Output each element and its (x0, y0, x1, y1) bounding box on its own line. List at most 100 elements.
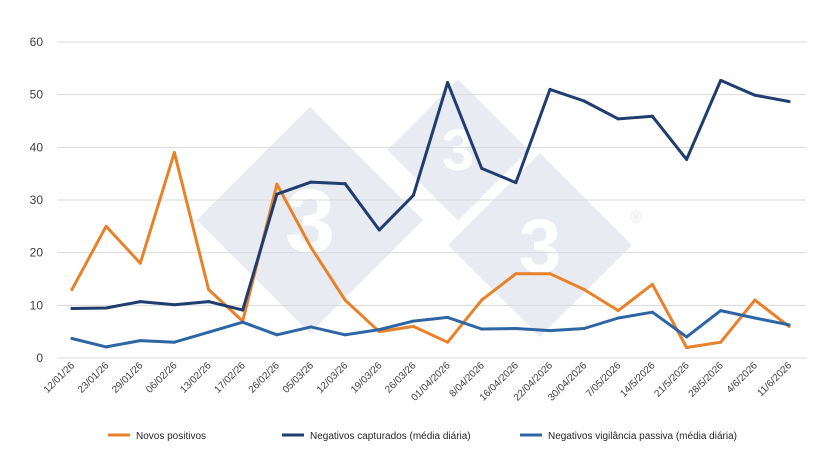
data-point (309, 325, 313, 329)
series-group (70, 309, 791, 349)
data-point (753, 316, 757, 320)
x-tick-label: 12/03/26 (315, 360, 351, 396)
data-point (70, 288, 74, 292)
registered-mark: ® (630, 209, 642, 226)
data-point (343, 298, 347, 302)
data-point (650, 310, 654, 314)
x-tick-label: 11/6/2026 (755, 360, 794, 399)
x-tick-label: 26/02/26 (247, 360, 283, 396)
y-axis: 0 10 20 30 40 50 60 (30, 35, 44, 365)
x-tick-label: 21/5/2026 (652, 360, 692, 400)
watermark-number: 3 (285, 172, 335, 272)
watermark-logo: 3 3 3 ® (196, 79, 642, 337)
series-line (70, 151, 791, 349)
y-tick-label: 40 (30, 140, 44, 154)
data-point (719, 309, 723, 313)
data-point (753, 298, 757, 302)
x-tick-label: 4/6/2026 (725, 360, 761, 396)
data-point (275, 182, 279, 186)
data-point (207, 330, 211, 334)
data-point (207, 300, 211, 304)
legend-item: Negativos vigilância passiva (média diár… (520, 431, 737, 442)
data-point (411, 193, 415, 197)
data-point (172, 151, 176, 155)
legend-item: Negativos capturados (média diária) (282, 431, 471, 442)
data-point (685, 345, 689, 349)
data-point (104, 306, 108, 310)
data-point (480, 166, 484, 170)
data-point (446, 315, 450, 319)
data-point (343, 333, 347, 337)
data-point (172, 340, 176, 344)
data-point (514, 272, 518, 276)
data-point (104, 224, 108, 228)
data-point (411, 324, 415, 328)
data-point (514, 181, 518, 185)
data-point (446, 81, 450, 85)
series (70, 78, 791, 349)
data-point (377, 328, 381, 332)
legend-label: Negativos vigilância passiva (média diár… (548, 431, 737, 442)
data-point (753, 93, 757, 97)
data-point (138, 339, 142, 343)
data-point (309, 180, 313, 184)
data-point (582, 327, 586, 331)
x-tick-label: 13/02/26 (178, 360, 214, 396)
data-point (582, 99, 586, 103)
series-line (70, 78, 791, 312)
data-point (446, 340, 450, 344)
series-group (70, 78, 791, 312)
data-point (207, 288, 211, 292)
data-point (70, 306, 74, 310)
data-point (616, 316, 620, 320)
data-point (787, 100, 791, 104)
data-point (685, 157, 689, 161)
data-point (685, 335, 689, 339)
x-tick-label: 28/5/2026 (687, 360, 727, 400)
legend-item: Novos positivos (108, 431, 206, 442)
legend: Novos positivos Negativos capturados (méd… (108, 431, 737, 442)
data-point (172, 303, 176, 307)
data-point (616, 117, 620, 121)
y-tick-label: 30 (30, 193, 44, 207)
y-tick-label: 20 (30, 246, 44, 260)
legend-label: Novos positivos (136, 431, 206, 442)
data-point (480, 327, 484, 331)
data-point (275, 333, 279, 337)
legend-label: Negativos capturados (média diária) (310, 431, 471, 442)
data-point (514, 327, 518, 331)
data-point (787, 323, 791, 327)
data-point (582, 288, 586, 292)
series-line (70, 309, 791, 349)
y-tick-label: 10 (30, 298, 44, 312)
data-point (548, 87, 552, 91)
data-point (480, 298, 484, 302)
x-tick-label: 7/05/2026 (584, 360, 624, 400)
data-point (343, 182, 347, 186)
x-tick-label: 05/03/26 (281, 360, 317, 396)
x-tick-label: 23/01/26 (76, 360, 112, 396)
data-point (138, 300, 142, 304)
y-tick-label: 60 (30, 35, 44, 49)
y-tick-label: 50 (30, 88, 44, 102)
x-tick-label: 12/01/26 (42, 360, 78, 396)
data-point (241, 308, 245, 312)
data-point (548, 272, 552, 276)
data-point (719, 340, 723, 344)
x-axis: 12/01/2623/01/2629/01/2606/02/2613/02/26… (42, 360, 795, 403)
y-tick-label: 0 (36, 351, 43, 365)
x-tick-label: 26/03/26 (383, 360, 419, 396)
x-tick-label: 17/02/26 (213, 360, 249, 396)
data-point (548, 329, 552, 333)
data-point (70, 337, 74, 341)
x-tick-label: 06/02/26 (144, 360, 180, 396)
data-point (241, 320, 245, 324)
data-point (309, 245, 313, 249)
data-point (138, 261, 142, 265)
data-point (275, 192, 279, 196)
gridlines (57, 41, 806, 359)
data-point (377, 228, 381, 232)
data-point (411, 319, 415, 323)
